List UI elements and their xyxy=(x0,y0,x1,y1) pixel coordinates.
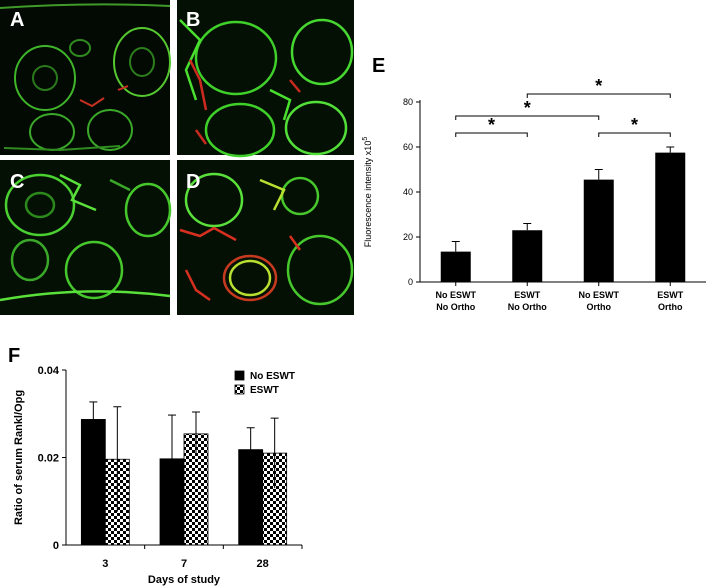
e-y-tick-label: 0 xyxy=(408,277,413,287)
e-significance-bracket xyxy=(455,132,528,137)
e-bar xyxy=(583,179,614,282)
f-y-axis-label: Ratio of serum Rankl/Opg xyxy=(13,390,25,525)
f-y-tick-label: 0.04 xyxy=(38,365,60,377)
e-x-tick-label: Ortho xyxy=(587,302,612,312)
f-legend-swatch xyxy=(234,370,245,381)
micrograph-c-structures xyxy=(0,173,172,302)
panel-label-c: C xyxy=(10,171,24,193)
e-y-tick-label: 60 xyxy=(403,142,413,152)
e-y-tick-label: 20 xyxy=(403,232,413,242)
e-significance-bracket xyxy=(526,93,671,98)
micrograph-d-structures xyxy=(179,172,354,306)
e-y-tick-label: 40 xyxy=(403,187,413,197)
e-significance-star: * xyxy=(631,115,638,135)
e-significance-bracket xyxy=(455,115,600,120)
e-y-axis-label: Fluorescence intensity x105 xyxy=(362,137,373,248)
micrograph-a xyxy=(0,0,170,155)
e-x-tick-label: Ortho xyxy=(658,302,683,312)
e-significance-bracket xyxy=(598,132,671,137)
e-bar xyxy=(655,152,686,282)
e-x-tick-label: No Ortho xyxy=(508,302,547,312)
e-x-tick-label: No Ortho xyxy=(436,302,475,312)
panel-label-b: B xyxy=(186,9,200,31)
e-significance-star: * xyxy=(488,115,495,135)
panel-label-f: F xyxy=(8,345,20,367)
f-x-tick-label: 28 xyxy=(257,558,269,570)
e-y-tick-label: 80 xyxy=(403,97,413,107)
e-significance-star: * xyxy=(524,98,531,118)
f-x-tick-label: 7 xyxy=(181,558,187,570)
panel-label-e: E xyxy=(372,55,385,77)
chart-e: E 0 20 40 60 80 Fluorescence intensity x105 No … xyxy=(362,55,706,312)
f-y-tick-label: 0 xyxy=(53,540,59,552)
e-x-tick-label: No ESWT xyxy=(436,290,477,300)
e-significance-star: * xyxy=(595,76,602,96)
micrograph-b-structures xyxy=(179,18,354,158)
f-x-axis-label: Days of study xyxy=(148,574,221,586)
chart-f: F 0 0.02 0.04 Ratio of serum Rankl/Opg Days o… xyxy=(8,345,303,586)
e-bar xyxy=(512,230,543,282)
f-y-tick-label: 0.02 xyxy=(38,453,59,465)
panel-label-d: D xyxy=(186,171,200,193)
f-bar-no-eswt xyxy=(80,419,106,546)
f-legend-label: ESWT xyxy=(250,385,279,396)
f-legend-label: No ESWT xyxy=(250,371,295,382)
micrograph-grid: A B C D xyxy=(0,0,354,315)
f-x-tick-label: 3 xyxy=(102,558,108,570)
e-x-tick-label: No ESWT xyxy=(579,290,620,300)
e-bar xyxy=(440,251,471,282)
f-legend-swatch xyxy=(234,384,245,395)
micrograph-a-structures xyxy=(0,3,171,152)
e-x-tick-label: ESWT xyxy=(657,290,684,300)
e-x-tick-label: ESWT xyxy=(514,290,541,300)
panel-label-a: A xyxy=(10,9,24,31)
